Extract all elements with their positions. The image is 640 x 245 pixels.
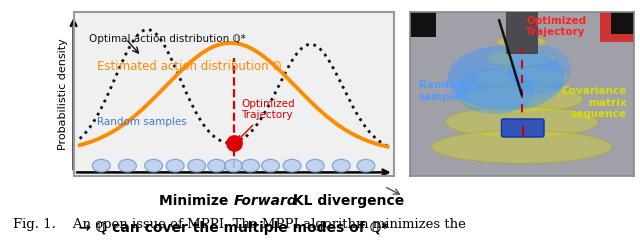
FancyBboxPatch shape — [611, 12, 634, 34]
Text: Random samples: Random samples — [97, 117, 186, 127]
Ellipse shape — [188, 159, 205, 172]
Text: Optimal action distribution ℚ*: Optimal action distribution ℚ* — [89, 34, 246, 44]
Ellipse shape — [357, 159, 375, 172]
Ellipse shape — [456, 68, 534, 114]
FancyBboxPatch shape — [502, 119, 544, 137]
Ellipse shape — [448, 45, 564, 111]
Text: → ℚ can cover the multiple modes of ℚ*: → ℚ can cover the multiple modes of ℚ* — [79, 220, 388, 234]
Ellipse shape — [460, 86, 583, 112]
Text: Optimized
Trajectory: Optimized Trajectory — [526, 15, 586, 37]
Text: Forward: Forward — [234, 194, 298, 208]
Text: Covariance
matrix
sequence: Covariance matrix sequence — [561, 86, 627, 119]
Text: Random
samples: Random samples — [419, 80, 467, 102]
Ellipse shape — [242, 159, 259, 172]
Text: Minimize: Minimize — [159, 194, 234, 208]
Ellipse shape — [497, 35, 547, 48]
Bar — [506, 4, 538, 53]
FancyBboxPatch shape — [410, 12, 436, 37]
Text: Estimated action distribution ℚ: Estimated action distribution ℚ — [97, 59, 282, 72]
Ellipse shape — [166, 159, 184, 172]
Ellipse shape — [118, 159, 136, 172]
Ellipse shape — [488, 50, 556, 66]
Ellipse shape — [332, 159, 350, 172]
Ellipse shape — [145, 159, 163, 172]
Ellipse shape — [283, 159, 301, 172]
Ellipse shape — [432, 130, 611, 163]
Ellipse shape — [306, 159, 324, 172]
Ellipse shape — [475, 67, 569, 89]
Ellipse shape — [92, 159, 110, 172]
Ellipse shape — [508, 45, 571, 94]
Ellipse shape — [445, 107, 598, 138]
FancyBboxPatch shape — [600, 12, 634, 42]
Ellipse shape — [208, 159, 226, 172]
Ellipse shape — [225, 159, 243, 172]
Text: Optimized
Trajectory: Optimized Trajectory — [238, 99, 295, 140]
Text: Fig. 1.    An open issue of MPPI. The MPPI algorithm minimizes the: Fig. 1. An open issue of MPPI. The MPPI … — [13, 218, 466, 231]
Y-axis label: Probabilistic density: Probabilistic density — [58, 38, 68, 150]
Text: KL divergence: KL divergence — [288, 194, 404, 208]
Ellipse shape — [262, 159, 280, 172]
